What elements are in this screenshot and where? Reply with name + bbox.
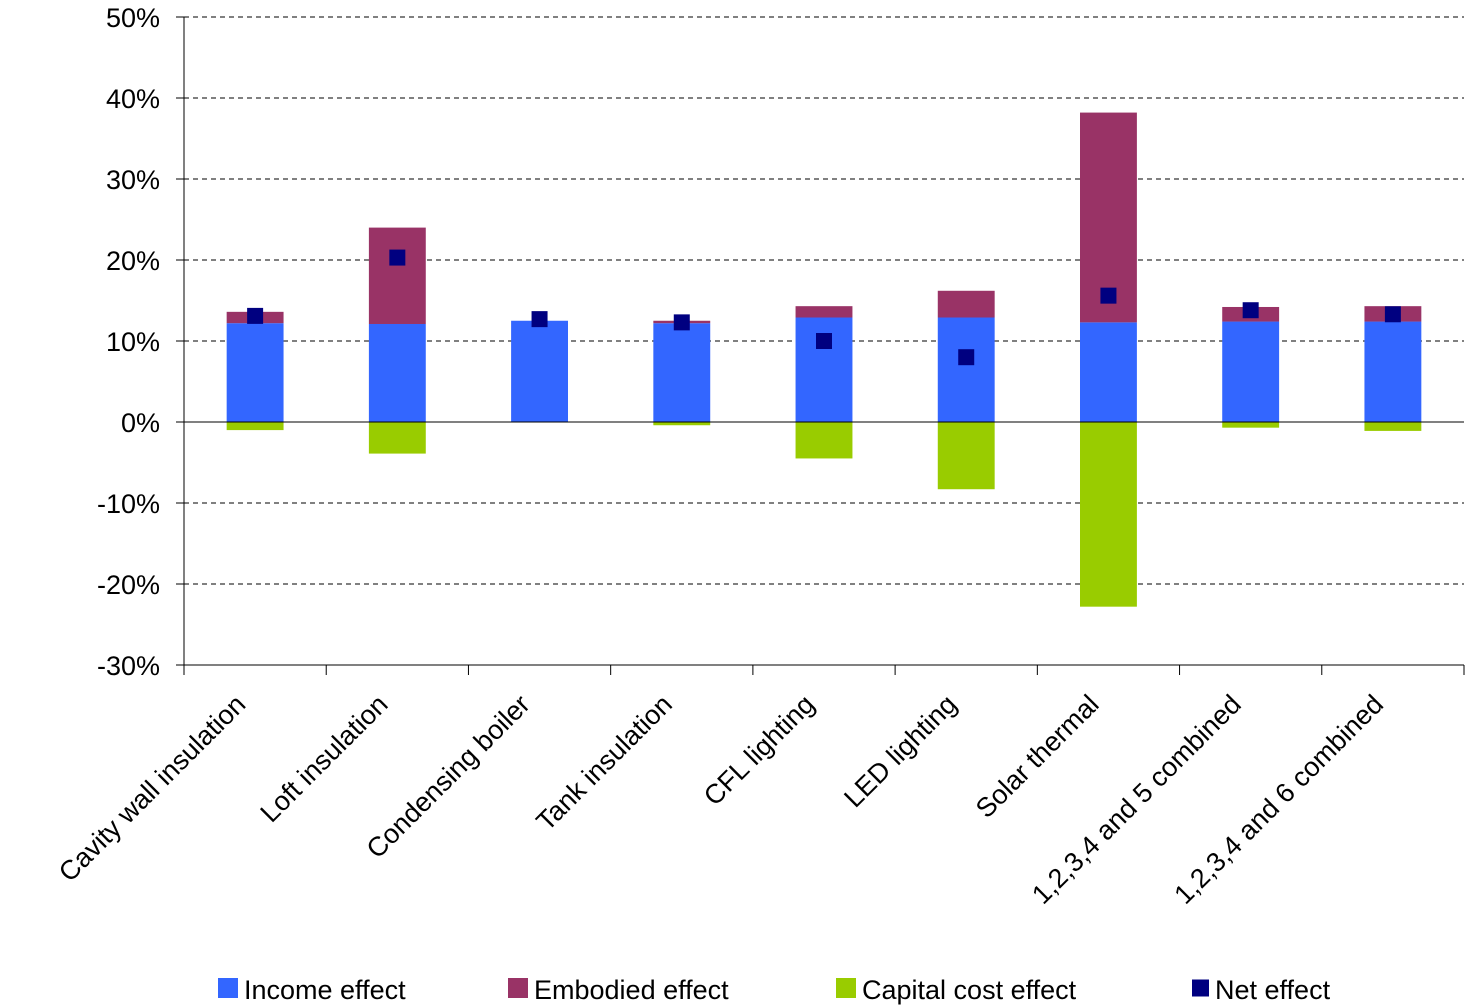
net-effect-markers — [247, 249, 1401, 366]
bar-capital-cost-effect — [795, 422, 853, 459]
bar-capital-cost-effect — [368, 422, 426, 454]
y-tick-label: 50% — [106, 3, 160, 33]
x-tick-label: Cavity wall insulation — [53, 689, 251, 887]
x-tick-labels: Cavity wall insulation Loft insulationCon… — [53, 689, 1389, 910]
legend-label: Net effect — [1215, 975, 1331, 1005]
bar-income-effect — [1364, 321, 1422, 422]
bar-capital-cost-effect — [1080, 422, 1137, 607]
x-tick-label: LED lighting — [838, 689, 962, 813]
legend-swatch — [508, 978, 528, 998]
y-tick-label: -10% — [97, 489, 160, 519]
bar-capital-cost-effect — [1364, 422, 1422, 431]
bar-embodied-effect — [368, 227, 426, 324]
net-effect-marker — [1100, 287, 1117, 304]
legend-label: Embodied effect — [534, 975, 729, 1005]
legend-swatch — [1192, 979, 1209, 997]
bar-income-effect — [1080, 322, 1137, 422]
axes — [176, 16, 1465, 675]
net-effect-marker — [673, 314, 690, 331]
y-tick-label: 0% — [121, 408, 160, 438]
bars — [226, 112, 1422, 607]
bar-income-effect — [511, 320, 568, 422]
legend-label: Capital cost effect — [862, 975, 1077, 1005]
y-tick-label: 20% — [106, 246, 160, 276]
x-tick-label: Solar thermal — [970, 689, 1105, 824]
bar-income-effect — [368, 323, 426, 422]
bar-income-effect — [653, 323, 711, 422]
y-tick-labels: 50% 40% 30% 20% 10% 0% -10% -20% -30% — [97, 3, 160, 681]
bar-income-effect — [226, 323, 284, 422]
net-effect-marker — [1384, 306, 1401, 323]
y-tick-label: 40% — [106, 84, 160, 114]
y-tick-label: 10% — [106, 327, 160, 357]
x-tick-label: Loft insulation — [255, 689, 394, 828]
y-tick-label: -20% — [97, 570, 160, 600]
bar-capital-cost-effect — [1222, 422, 1280, 428]
y-tick-label: 30% — [106, 165, 160, 195]
legend-label: Income effect — [244, 975, 406, 1005]
legend-swatch — [836, 978, 856, 998]
bar-capital-cost-effect — [937, 422, 995, 490]
bar-income-effect — [1222, 321, 1280, 422]
bar-capital-cost-effect — [226, 422, 284, 431]
y-tick-label: -30% — [97, 651, 160, 681]
x-tick-label: CFL lighting — [698, 689, 820, 811]
net-effect-marker — [816, 333, 832, 349]
net-effect-marker — [958, 349, 975, 366]
net-effect-marker — [389, 249, 406, 266]
x-tick-label: Tank insulation — [531, 689, 679, 837]
legend-swatch — [218, 978, 238, 998]
bar-embodied-effect — [1080, 112, 1137, 323]
bar-capital-cost-effect — [653, 422, 711, 426]
net-effect-marker — [247, 307, 264, 324]
legend: Income effect Embodied effect Capital cost… — [218, 975, 1331, 1005]
net-effect-marker — [1242, 302, 1259, 319]
net-effect-marker — [531, 311, 548, 328]
bar-embodied-effect — [795, 306, 853, 318]
bar-embodied-effect — [937, 290, 995, 318]
bar-income-effect — [937, 317, 995, 422]
